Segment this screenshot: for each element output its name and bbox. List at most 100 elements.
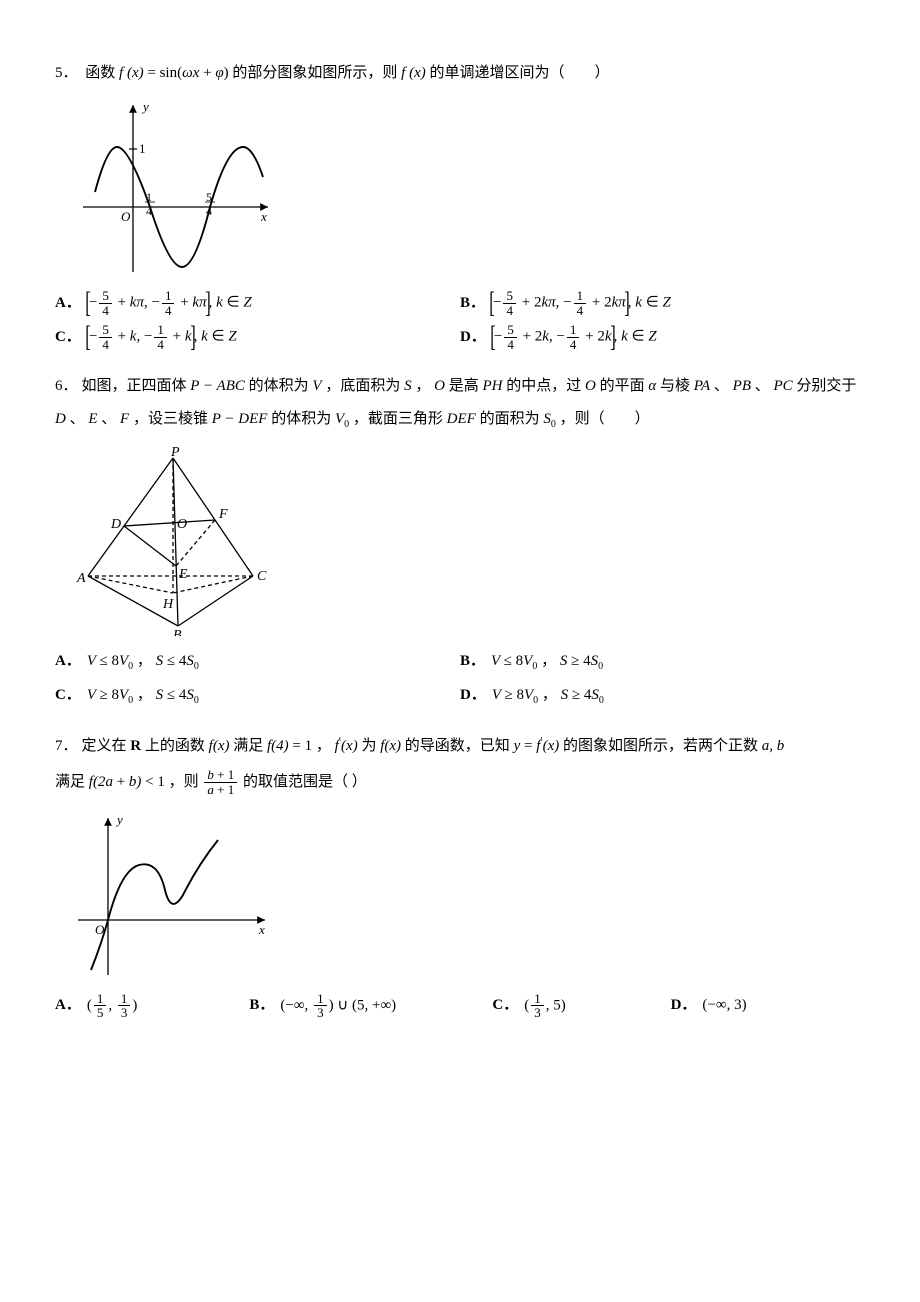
- s: f(x): [209, 738, 230, 754]
- q6-b: V ≤ 8V0 ， S ≥ 4S0: [491, 648, 603, 676]
- question-7: 7．定义在 R 上的函数 f(x) 满足 f(4) = 1 ， f′(x) 为 …: [55, 728, 865, 1020]
- svg-text:E: E: [178, 567, 188, 582]
- q5-option-b: B． [−54 + 2kπ, −14 + 2kπ], k ∈ Z: [460, 289, 865, 317]
- s: PB: [733, 378, 751, 394]
- s: F: [120, 411, 129, 427]
- s: P − DEF: [212, 411, 268, 427]
- s: O: [585, 378, 596, 394]
- t: 、: [710, 378, 733, 394]
- option-label: A．: [55, 648, 81, 675]
- t: 为: [358, 738, 381, 754]
- s: S0: [543, 411, 556, 427]
- q6-figure: P A B C D E F O H: [73, 446, 865, 636]
- tetrahedron-diagram: P A B C D E F O H: [73, 446, 273, 636]
- s: PA: [694, 378, 710, 394]
- t: 的体积为: [245, 378, 313, 394]
- q6-option-b: B． V ≤ 8V0 ， S ≥ 4S0: [460, 648, 865, 676]
- q5-number: 5．: [55, 65, 78, 81]
- svg-text:x: x: [260, 209, 267, 224]
- svg-text:1: 1: [139, 141, 146, 156]
- svg-text:C: C: [257, 569, 267, 584]
- t: 的图象如图所示，若两个正数: [559, 738, 762, 754]
- option-label: A．: [55, 992, 81, 1019]
- t: ，: [412, 378, 435, 394]
- q6-number: 6．: [55, 378, 78, 394]
- s: PH: [482, 378, 502, 394]
- t: 、: [66, 411, 89, 427]
- t: ，截面三角形: [349, 411, 447, 427]
- q6-option-a: A． V ≤ 8V0 ， S ≤ 4S0: [55, 648, 460, 676]
- q6-options-row-2: C． V ≥ 8V0 ， S ≤ 4S0 D． V ≥ 8V0 ， S ≥ 4S…: [55, 682, 865, 710]
- s: DEF: [447, 411, 476, 427]
- q6-d: V ≥ 8V0 ， S ≥ 4S0: [492, 682, 604, 710]
- t: 的中点，过: [502, 378, 585, 394]
- t: 的平面: [596, 378, 649, 394]
- question-5: 5． 函数 f (x) = sin(ωx + φ) 的部分图象如图所示，则 f …: [55, 60, 865, 352]
- q5-text-c: 的单调递增区间为（ ）: [430, 65, 610, 81]
- sine-plot: 1 1 4 5 4 O x y: [73, 97, 273, 277]
- svg-text:B: B: [173, 628, 182, 636]
- option-label: C．: [492, 992, 518, 1019]
- q7-options-row: A． (15, 13) B． (−∞, 13) ∪ (5, +∞) C． (13…: [55, 992, 865, 1020]
- t: 、: [751, 378, 774, 394]
- q6-options-row-1: A． V ≤ 8V0 ， S ≤ 4S0 B． V ≤ 8V0 ， S ≥ 4S…: [55, 648, 865, 676]
- t: 如图，正四面体: [82, 378, 191, 394]
- svg-text:P: P: [170, 446, 180, 460]
- svg-text:O: O: [121, 209, 131, 224]
- option-label: B．: [249, 992, 274, 1019]
- svg-text:H: H: [162, 597, 174, 612]
- t: 定义在: [82, 738, 131, 754]
- s: b + 1a + 1: [202, 774, 239, 790]
- q5-option-d: D． [−54 + 2k, −14 + 2k], k ∈ Z: [460, 323, 865, 351]
- s: a, b: [762, 738, 785, 754]
- s: y = f′(x): [514, 738, 560, 754]
- q5-fx: f (x) = sin(ωx + φ): [119, 65, 229, 81]
- q7-option-b: B． (−∞, 13) ∪ (5, +∞): [249, 992, 492, 1020]
- q7-a: (15, 13): [87, 992, 138, 1020]
- option-label: D．: [460, 324, 486, 351]
- option-label: A．: [55, 290, 81, 317]
- t: 满足: [55, 774, 89, 790]
- svg-text:D: D: [110, 517, 121, 532]
- option-label: C．: [55, 324, 81, 351]
- svg-text:F: F: [218, 507, 228, 522]
- q5-b-math: [−54 + 2kπ, −14 + 2kπ], k ∈ Z: [491, 289, 671, 317]
- question-6: 6．如图，正四面体 P − ABC 的体积为 V ，底面积为 S ， O 是高 …: [55, 370, 865, 710]
- q5-text-b: 的部分图象如图所示，则: [232, 65, 397, 81]
- q5-figure: 1 1 4 5 4 O x y: [73, 97, 865, 277]
- q5-fx2: f (x): [401, 65, 426, 81]
- svg-text:A: A: [76, 571, 86, 586]
- s: R: [130, 738, 141, 754]
- option-label: C．: [55, 682, 81, 709]
- t: 上的函数: [141, 738, 209, 754]
- q7-figure: O x y: [73, 810, 865, 980]
- q5-a-math: [−54 + kπ, −14 + kπ], k ∈ Z: [87, 289, 252, 317]
- q5-options-row-2: C． [−54 + k, −14 + k], k ∈ Z D． [−54 + 2…: [55, 323, 865, 351]
- option-label: B．: [460, 648, 485, 675]
- t: 分别交于: [793, 378, 857, 394]
- svg-text:y: y: [115, 812, 123, 827]
- t: 的体积为: [267, 411, 335, 427]
- s: V0: [335, 411, 349, 427]
- q5-options-row-1: A． [−54 + kπ, −14 + kπ], k ∈ Z B． [−54 +…: [55, 289, 865, 317]
- option-label: B．: [460, 290, 485, 317]
- q6-option-c: C． V ≥ 8V0 ， S ≤ 4S0: [55, 682, 460, 710]
- q5-option-c: C． [−54 + k, −14 + k], k ∈ Z: [55, 323, 460, 351]
- q5-c-math: [−54 + k, −14 + k], k ∈ Z: [87, 323, 237, 351]
- q7-option-c: C． (13, 5): [492, 992, 670, 1020]
- q7-c: (13, 5): [524, 992, 566, 1020]
- derivative-plot: O x y: [73, 810, 273, 980]
- t: ，则（ ）: [556, 411, 650, 427]
- q7-stem: 7．定义在 R 上的函数 f(x) 满足 f(4) = 1 ， f′(x) 为 …: [55, 728, 865, 800]
- t: ，则: [165, 774, 203, 790]
- t: 的面积为: [476, 411, 544, 427]
- q5-d-math: [−54 + 2k, −14 + 2k], k ∈ Z: [492, 323, 657, 351]
- t: 满足: [229, 738, 267, 754]
- q5-option-a: A． [−54 + kπ, −14 + kπ], k ∈ Z: [55, 289, 460, 317]
- svg-text:O: O: [177, 517, 187, 532]
- q7-option-d: D． (−∞, 3): [671, 992, 865, 1020]
- q7-b: (−∞, 13) ∪ (5, +∞): [280, 992, 396, 1020]
- q6-option-d: D． V ≥ 8V0 ， S ≥ 4S0: [460, 682, 865, 710]
- s: E: [88, 411, 97, 427]
- s: f(2a + b) < 1: [89, 774, 165, 790]
